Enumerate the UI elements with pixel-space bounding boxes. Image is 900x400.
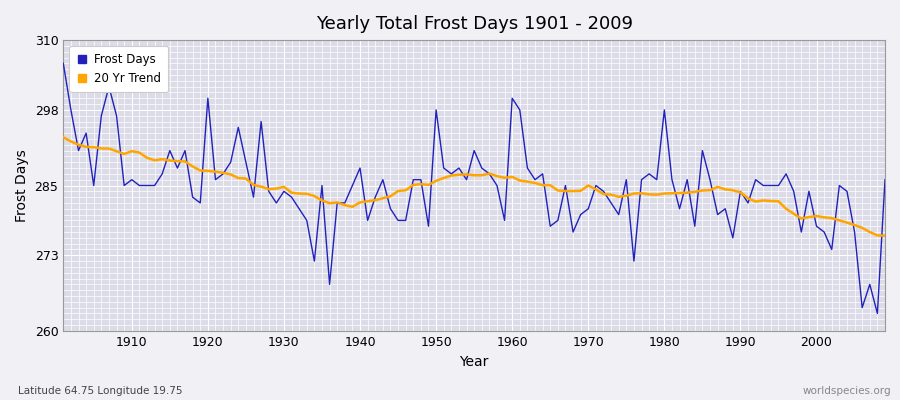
X-axis label: Year: Year <box>460 355 489 369</box>
Y-axis label: Frost Days: Frost Days <box>15 149 29 222</box>
Text: worldspecies.org: worldspecies.org <box>803 386 891 396</box>
Legend: Frost Days, 20 Yr Trend: Frost Days, 20 Yr Trend <box>69 46 168 92</box>
Text: Latitude 64.75 Longitude 19.75: Latitude 64.75 Longitude 19.75 <box>18 386 183 396</box>
Title: Yearly Total Frost Days 1901 - 2009: Yearly Total Frost Days 1901 - 2009 <box>316 15 633 33</box>
